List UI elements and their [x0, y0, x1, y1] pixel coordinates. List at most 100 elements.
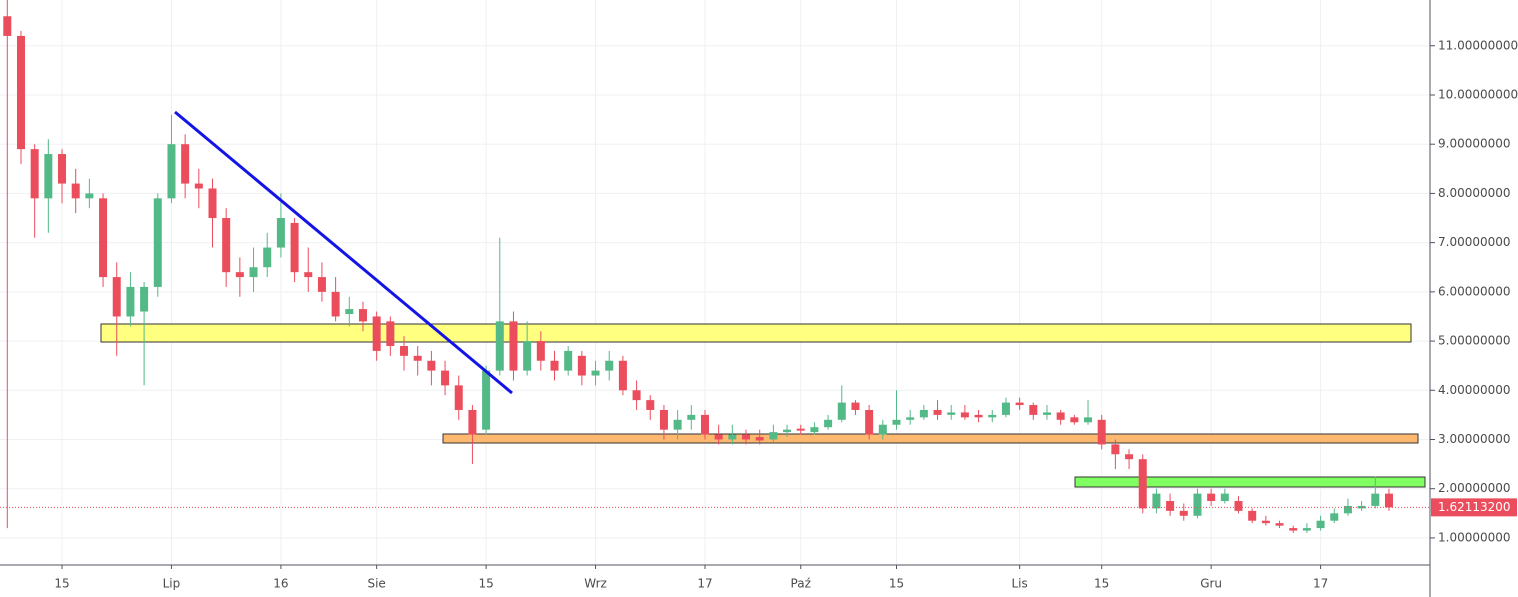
last-price-label: 1.62113200 [1438, 500, 1511, 514]
candle-body [577, 355, 586, 376]
candle-body [837, 402, 846, 420]
candle-body [564, 350, 573, 371]
candle-body [276, 218, 285, 248]
candle-body [509, 321, 518, 371]
candle-body [249, 267, 258, 278]
candle-body [933, 409, 942, 415]
x-tick-label: 15 [1094, 577, 1109, 591]
candle-body [85, 193, 94, 199]
target-zone [1074, 476, 1426, 488]
candle-body [810, 427, 819, 433]
candle-body [167, 144, 176, 199]
candle-body [1220, 493, 1229, 502]
candle-body [454, 385, 463, 410]
candle-body [1248, 510, 1257, 521]
candle-body [947, 412, 956, 415]
candle-body [1193, 493, 1202, 516]
candle-body [58, 154, 67, 184]
y-tick-label: 5.00000000 [1438, 334, 1511, 348]
candle-body [742, 434, 751, 440]
candle-body [222, 218, 231, 273]
candle-body [906, 417, 915, 420]
candle-body [140, 286, 149, 312]
candle-body [400, 345, 409, 356]
candle-body [865, 409, 874, 435]
candle-body [112, 277, 121, 317]
candle-body [1207, 493, 1216, 502]
candle-body [153, 198, 162, 287]
candle-body [1152, 493, 1161, 509]
candle-body [304, 272, 313, 278]
candle-body [1302, 528, 1311, 531]
candle-body [1084, 417, 1093, 423]
x-tick-label: 16 [273, 577, 288, 591]
candle-body [1289, 528, 1298, 531]
x-tick-label: Gru [1200, 577, 1222, 591]
candle-body [1015, 402, 1024, 406]
candle-body [988, 414, 997, 418]
y-tick-label: 7.00000000 [1438, 235, 1511, 249]
candle-body [290, 222, 299, 273]
zones [100, 323, 1426, 488]
candle-body [372, 316, 381, 351]
candle-body [1056, 412, 1065, 420]
candle-body [646, 400, 655, 410]
x-tick-label: Lis [1011, 577, 1027, 591]
candle-body [194, 183, 203, 189]
candle-body [605, 360, 614, 371]
candle-body [3, 16, 12, 36]
candle-body [44, 154, 53, 199]
y-tick-label: 10.00000000 [1438, 87, 1518, 101]
candle-body [358, 309, 367, 322]
candle-body [1316, 520, 1325, 529]
candle-body [618, 360, 627, 391]
candle-body [728, 434, 737, 440]
candles [3, 0, 1393, 534]
candle-body [1343, 505, 1352, 514]
candle-body [919, 409, 928, 418]
candle-body [550, 360, 559, 371]
candle-body [536, 341, 545, 361]
x-tick-label: 15 [889, 577, 904, 591]
candle-body [1029, 405, 1038, 415]
candle-body [482, 370, 491, 430]
candle-body [783, 429, 792, 433]
candle-body [1125, 454, 1134, 460]
y-tick-label: 11.00000000 [1438, 38, 1518, 52]
candle-body [700, 414, 709, 435]
overlays [174, 110, 513, 395]
x-tick-label: 15 [478, 577, 493, 591]
candle-body [687, 414, 696, 420]
candle-body [892, 419, 901, 425]
candle-body [441, 370, 450, 386]
y-tick-label: 8.00000000 [1438, 186, 1511, 200]
candle-body [1261, 520, 1270, 524]
candle-body [1138, 459, 1147, 509]
candle-body [591, 370, 600, 376]
candle-body [769, 432, 778, 440]
candle-body [974, 414, 983, 418]
candle-body [30, 149, 39, 199]
candle-body [181, 144, 190, 184]
candle-body [632, 390, 641, 401]
y-tick-label: 4.00000000 [1438, 383, 1511, 397]
candle-body [1179, 510, 1188, 516]
candle-body [960, 412, 969, 418]
candle-body [1070, 417, 1079, 423]
y-tick-label: 9.00000000 [1438, 137, 1511, 151]
candle-body [386, 321, 395, 346]
grid [0, 0, 1430, 565]
candle-body [1097, 419, 1106, 445]
candle-body [1111, 444, 1120, 455]
y-tick-label: 6.00000000 [1438, 284, 1511, 298]
candle-body [755, 437, 764, 441]
candle-body [413, 355, 422, 361]
candle-body [208, 188, 217, 219]
candle-body [427, 360, 436, 371]
y-tick-label: 3.00000000 [1438, 432, 1511, 446]
x-tick-label: Wrz [584, 577, 607, 591]
x-tick-label: 17 [1313, 577, 1328, 591]
